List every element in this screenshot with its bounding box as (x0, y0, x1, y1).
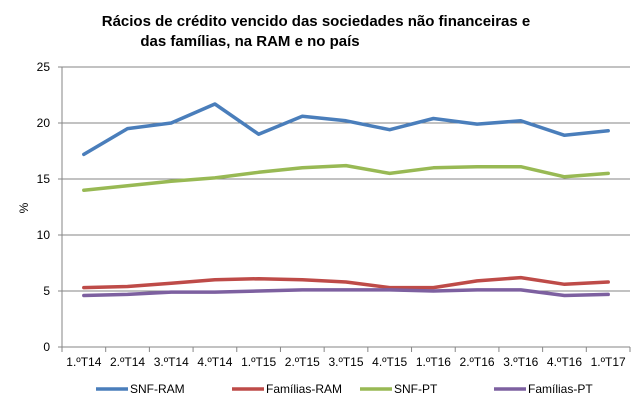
x-axis-ticks: 1.ºT14 2.ºT14 3.ºT14 4.ºT14 1.ºT15 2.ºT15 3.ºT… (61, 347, 631, 369)
chart-title-line1: Rácios de crédito vencido das sociedades… (102, 13, 531, 30)
chart-title-line2: das famílias, na RAM e no país (140, 33, 359, 50)
x-tick-label: 2.ºT14 (110, 355, 145, 369)
gridlines (62, 66, 630, 292)
y-axis-ticks: 0 5 10 15 20 25 (37, 60, 62, 354)
x-tick-label: 3.ºT15 (328, 355, 363, 369)
x-tick-label: 4.ºT16 (547, 355, 582, 369)
axes (61, 67, 630, 348)
legend: SNF-RAM Famílias-RAM SNF-PT Famílias-PT (96, 382, 593, 396)
legend-label-fam-lias-ram: Famílias-RAM (266, 382, 342, 396)
y-tick-label: 20 (37, 116, 51, 130)
legend-label-snf-ram: SNF-RAM (130, 382, 185, 396)
x-tick-label: 4.ºT14 (197, 355, 232, 369)
x-tick-label: 3.ºT16 (503, 355, 538, 369)
x-tick-label: 3.ºT14 (154, 355, 189, 369)
legend-label-snf-pt: SNF-PT (394, 382, 438, 396)
legend-label-fam-lias-pt: Famílias-PT (528, 382, 593, 396)
series-line-fam-lias-pt (82, 288, 610, 298)
x-tick-label: 1.ºT17 (591, 355, 626, 369)
x-tick-label: 1.ºT14 (66, 355, 101, 369)
x-tick-label: 2.ºT15 (285, 355, 320, 369)
y-tick-label: 5 (43, 284, 50, 298)
y-tick-label: 15 (37, 172, 51, 186)
series-line-snf-pt (82, 163, 610, 192)
y-tick-label: 0 (43, 340, 50, 354)
y-tick-label: 10 (37, 228, 51, 242)
y-axis-label: % (17, 202, 31, 213)
x-tick-label: 2.ºT16 (460, 355, 495, 369)
series-line-fam-lias-ram (82, 275, 610, 290)
y-tick-label: 25 (37, 60, 51, 74)
x-tick-label: 1.ºT15 (241, 355, 276, 369)
x-tick-label: 4.ºT15 (372, 355, 407, 369)
x-tick-label: 1.ºT16 (416, 355, 451, 369)
series-line-snf-ram (82, 102, 610, 157)
series-lines (82, 102, 610, 298)
